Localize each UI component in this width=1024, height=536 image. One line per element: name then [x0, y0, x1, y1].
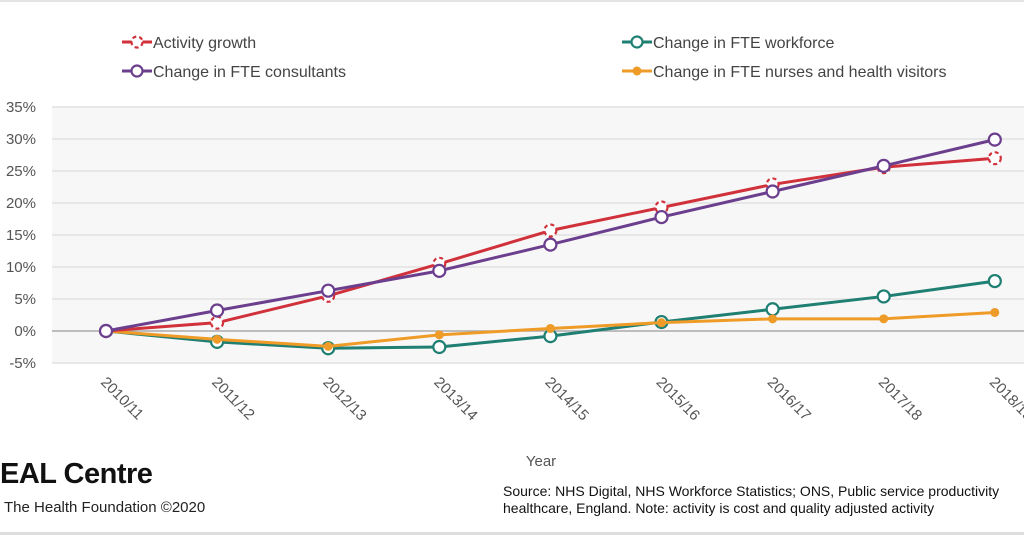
source-note: Source: NHS Digital, NHS Workforce Stati…: [503, 483, 999, 517]
x-tick-label: 2016/17: [764, 374, 814, 424]
data-point: [434, 330, 444, 340]
x-tick-label: 2013/14: [430, 374, 480, 424]
series-change-in-fte-nurses-and-health-visitors: [101, 307, 1000, 351]
data-point: [987, 273, 1002, 289]
legend-label: Change in FTE workforce: [653, 35, 835, 52]
bottom-border: [0, 532, 1024, 535]
data-point: [657, 318, 666, 328]
x-tick-label: 2017/18: [875, 374, 925, 424]
legend-marker: [130, 35, 144, 49]
data-point: [543, 237, 558, 252]
data-point: [432, 339, 447, 355]
series-change-in-fte-consultants: [98, 132, 1002, 339]
data-point: [212, 334, 222, 344]
data-point: [990, 307, 1000, 317]
data-point: [654, 209, 669, 225]
legend-label: Change in FTE nurses and health visitors: [653, 64, 946, 81]
x-tick-label: 2015/16: [653, 374, 703, 424]
top-border: [0, 0, 1024, 2]
y-tick-label: 5%: [14, 291, 36, 308]
data-point: [210, 303, 225, 318]
data-point: [98, 323, 114, 339]
x-axis-label: Year: [526, 453, 556, 470]
legend-item: Activity growth: [122, 35, 256, 52]
x-tick-label: 2012/13: [319, 374, 369, 424]
legend-label: Activity growth: [153, 35, 256, 52]
legend-marker: [632, 66, 642, 76]
data-point: [545, 323, 555, 333]
data-point: [876, 158, 891, 173]
data-point: [765, 184, 780, 199]
x-tick-label: 2011/12: [208, 374, 258, 424]
y-tick-label: 20%: [6, 195, 36, 212]
data-point: [876, 289, 891, 304]
data-point: [879, 314, 889, 324]
legend-marker: [630, 35, 644, 49]
data-point: [321, 283, 336, 298]
source-line-1: Source: NHS Digital, NHS Workforce Stati…: [503, 483, 1000, 499]
y-tick-label: 15%: [6, 227, 36, 244]
y-tick-label: -5%: [9, 355, 36, 372]
data-point: [432, 263, 447, 278]
source-line-2: healthcare, England. Note: activity is c…: [503, 500, 935, 516]
y-tick-label: 10%: [6, 259, 36, 276]
x-tick-label: 2010/11: [97, 374, 147, 424]
x-tick-label: 2014/15: [542, 374, 592, 424]
legend-marker: [130, 64, 144, 78]
data-point: [768, 314, 778, 324]
data-point: [765, 302, 780, 317]
data-point: [987, 151, 1002, 166]
data-point: [987, 132, 1002, 147]
credit-text: The Health Foundation ©2020: [4, 499, 206, 516]
legend-label: Change in FTE consultants: [153, 64, 346, 81]
y-tick-label: 25%: [6, 163, 36, 180]
data-point: [543, 223, 558, 238]
x-tick-label: 2018/19: [986, 374, 1024, 424]
y-tick-label: 0%: [14, 323, 36, 340]
logo: EAL Centre: [0, 458, 153, 490]
y-tick-label: 35%: [6, 99, 36, 116]
legend-item: Change in FTE consultants: [122, 64, 346, 81]
y-tick-label: 30%: [6, 131, 36, 148]
legend-item: Change in FTE nurses and health visitors: [622, 64, 946, 81]
data-point: [210, 315, 225, 330]
legend-item: Change in FTE workforce: [622, 35, 835, 52]
data-point: [323, 341, 333, 351]
